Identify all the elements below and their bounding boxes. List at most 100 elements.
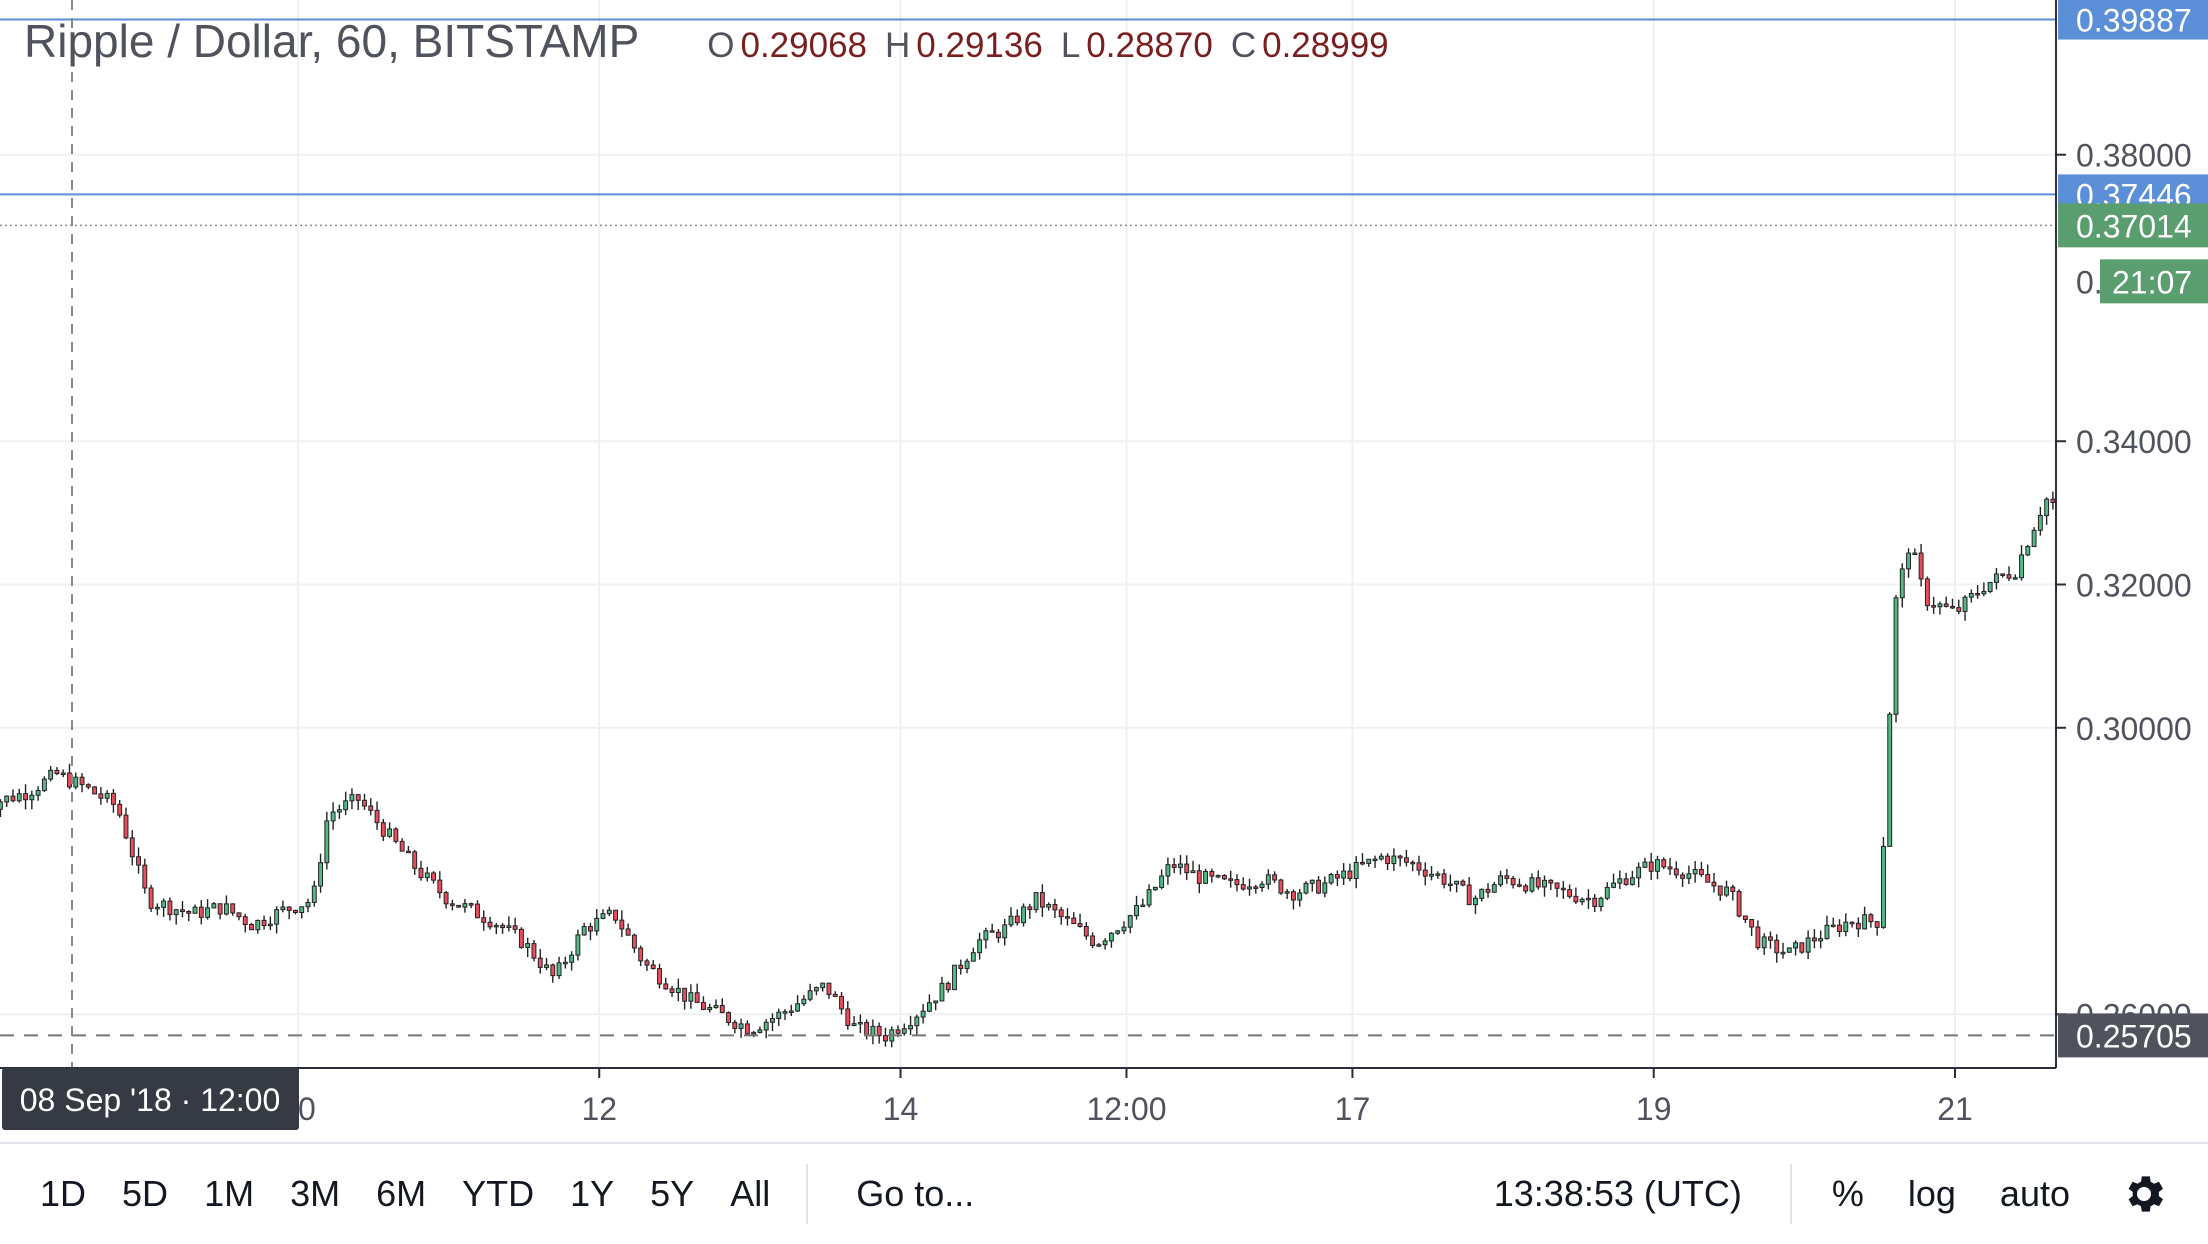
- candle: [570, 955, 574, 962]
- candle: [601, 914, 605, 919]
- auto-scale-toggle[interactable]: auto: [1978, 1173, 2092, 1215]
- candle: [695, 993, 699, 1003]
- candle: [99, 794, 103, 798]
- x-tick-label: 21: [1937, 1091, 1973, 1127]
- candle: [814, 988, 818, 991]
- candle: [0, 802, 2, 809]
- candle: [2032, 530, 2036, 546]
- candle: [1913, 553, 1917, 555]
- candle: [940, 983, 944, 1001]
- candle: [513, 926, 517, 930]
- range-ytd-button[interactable]: YTD: [444, 1144, 552, 1244]
- candle: [1329, 875, 1333, 883]
- candle: [1210, 871, 1214, 876]
- candle: [375, 810, 379, 822]
- candle: [1894, 598, 1898, 714]
- y-tick-label: 0.32000: [2076, 567, 2192, 603]
- candle: [1053, 905, 1057, 910]
- candle: [224, 904, 228, 914]
- candle: [1580, 899, 1584, 901]
- range-5y-button[interactable]: 5Y: [632, 1144, 712, 1244]
- range-5d-button[interactable]: 5D: [104, 1144, 186, 1244]
- candle: [388, 829, 392, 836]
- candle: [745, 1024, 749, 1034]
- low-label: L: [1061, 26, 1080, 66]
- candle: [1888, 714, 1892, 846]
- candle: [49, 770, 53, 779]
- range-3m-button[interactable]: 3M: [272, 1144, 358, 1244]
- candle: [871, 1026, 875, 1035]
- high-label: H: [885, 26, 910, 66]
- candle: [1994, 574, 1998, 582]
- candle: [494, 925, 498, 927]
- candle: [1354, 862, 1358, 878]
- log-scale-toggle[interactable]: log: [1886, 1173, 1978, 1215]
- close-label: C: [1231, 26, 1256, 66]
- candle: [1160, 876, 1164, 887]
- symbol-title[interactable]: Ripple / Dollar, 60, BITSTAMP: [24, 14, 639, 68]
- candle: [149, 888, 153, 908]
- candle: [934, 1001, 938, 1003]
- candle: [425, 873, 429, 878]
- candle: [670, 989, 674, 993]
- open-value: 0.29068: [740, 26, 867, 66]
- candle: [1599, 898, 1603, 906]
- candle: [1398, 856, 1402, 858]
- candle: [1172, 865, 1176, 868]
- candle: [1900, 569, 1904, 598]
- candle: [1825, 925, 1829, 938]
- candle: [1907, 553, 1911, 569]
- candle: [896, 1030, 900, 1033]
- candle: [1856, 923, 1860, 929]
- price-chart[interactable]: 0.300000.320000.340000.380000.260000.398…: [0, 0, 2208, 1142]
- goto-date-button[interactable]: Go to...: [826, 1173, 1004, 1215]
- range-1y-button[interactable]: 1Y: [552, 1144, 632, 1244]
- range-all-button[interactable]: All: [712, 1144, 788, 1244]
- candle: [2051, 499, 2055, 502]
- candle: [1819, 939, 1823, 941]
- candle: [1022, 907, 1026, 923]
- range-1d-button[interactable]: 1D: [22, 1144, 104, 1244]
- gear-icon[interactable]: [2120, 1170, 2168, 1218]
- candle: [990, 931, 994, 933]
- price-badge-last: 0.37014: [2076, 208, 2192, 244]
- candle: [1367, 859, 1371, 863]
- candle: [1681, 875, 1685, 878]
- candle: [614, 910, 618, 920]
- candle: [758, 1030, 762, 1032]
- candle: [319, 863, 323, 886]
- candle: [143, 865, 147, 888]
- candle: [1078, 924, 1082, 927]
- candle: [1944, 604, 1948, 606]
- candle: [1304, 883, 1308, 893]
- candle: [36, 790, 40, 795]
- candle: [457, 905, 461, 907]
- candle: [632, 935, 636, 948]
- countdown-timer: 21:07: [2112, 264, 2192, 300]
- candle: [996, 932, 1000, 937]
- candle: [1756, 927, 1760, 948]
- chart-canvas[interactable]: 0.300000.320000.340000.380000.260000.398…: [0, 0, 2208, 1142]
- percent-scale-toggle[interactable]: %: [1810, 1173, 1886, 1215]
- candle: [1028, 907, 1032, 910]
- range-6m-button[interactable]: 6M: [358, 1144, 444, 1244]
- candle: [1586, 898, 1590, 900]
- utc-clock[interactable]: 13:38:53 (UTC): [1464, 1173, 1772, 1215]
- candle: [482, 918, 486, 922]
- candle: [1254, 887, 1258, 889]
- candle: [1066, 917, 1070, 919]
- candle: [1392, 856, 1396, 863]
- candle: [1298, 893, 1302, 900]
- candle: [162, 901, 166, 907]
- candle: [2007, 575, 2011, 578]
- candle: [1963, 597, 1967, 611]
- candle: [469, 904, 473, 906]
- candle: [344, 801, 348, 810]
- candle: [1248, 887, 1252, 889]
- candle: [118, 804, 122, 815]
- candle: [1191, 871, 1195, 873]
- range-1m-button[interactable]: 1M: [186, 1144, 272, 1244]
- candle: [394, 829, 398, 841]
- candle: [965, 961, 969, 968]
- candle: [1925, 579, 1929, 606]
